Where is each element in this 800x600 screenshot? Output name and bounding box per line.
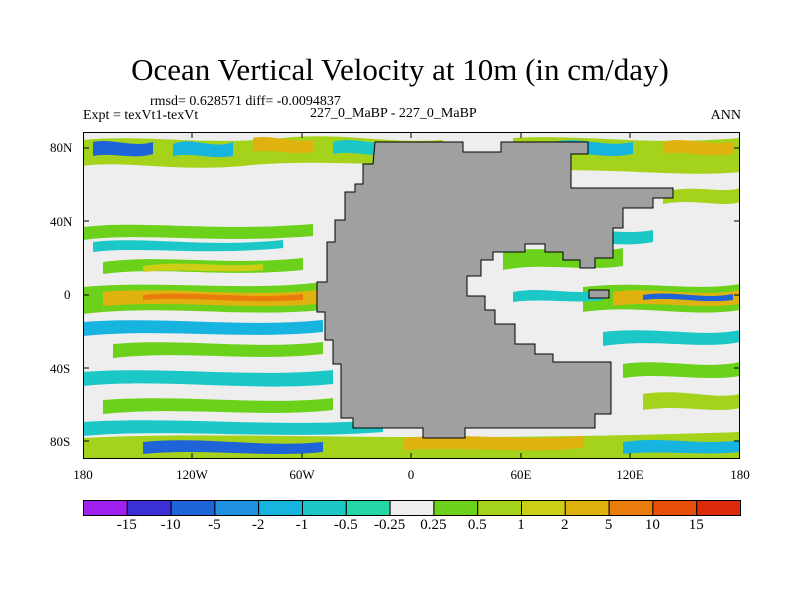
colorbar-swatch	[345, 500, 391, 516]
map-title: Ocean Vertical Velocity at 10m (in cm/da…	[131, 52, 669, 87]
colorbar-swatch	[521, 500, 566, 516]
colorbar-label: -1	[295, 517, 309, 533]
colorbar-label: 5	[604, 517, 613, 533]
colorbar-label: -2	[251, 517, 265, 533]
experiment-label: Expt = texVt1-texVt	[83, 108, 199, 123]
colorbar-swatch	[258, 500, 303, 516]
stats-label: rmsd= 0.628571 diff= -0.0094837	[150, 94, 341, 109]
lat-label: 80N	[50, 140, 73, 155]
colorbar-swatch	[652, 500, 698, 516]
colorbar-label: 0.5	[467, 517, 487, 533]
colorbar-swatch	[389, 500, 435, 516]
map-panel	[83, 132, 740, 459]
colorbar-swatch	[83, 500, 128, 516]
colorbar-swatch	[608, 500, 654, 516]
small-island	[588, 289, 610, 299]
colorbar-label: 15	[688, 517, 704, 533]
case-label: 227_0_MaBP - 227_0_MaBP	[310, 106, 477, 121]
colorbar-label: -10	[160, 517, 181, 533]
colorbar-swatch	[433, 500, 479, 516]
lon-label: 0	[407, 467, 415, 482]
lon-label: 60E	[510, 467, 532, 482]
colorbar-swatch	[302, 500, 347, 516]
colorbar-label: 1	[517, 517, 525, 533]
colorbar-label: 10	[644, 517, 660, 533]
lat-label: 80S	[50, 434, 71, 449]
land-mass	[316, 141, 674, 439]
lat-label: 40S	[50, 361, 71, 376]
colorbar-swatch	[214, 500, 260, 516]
colorbar-swatch	[477, 500, 523, 516]
colorbar-label: -5	[208, 517, 221, 533]
season-label: ANN	[710, 108, 741, 123]
colorbar-swatch	[170, 500, 216, 516]
colorbar-label: 2	[561, 517, 569, 533]
colorbar-label: 0.25	[420, 517, 447, 533]
lon-label: 60W	[289, 467, 315, 482]
colorbar-label: -0.25	[373, 517, 406, 533]
colorbar-swatch	[564, 500, 610, 516]
lon-label: 180	[730, 467, 750, 482]
lon-label: 180	[73, 467, 93, 482]
lat-label: 40N	[50, 214, 73, 229]
colorbar-swatch	[696, 500, 741, 516]
colorbar-label: -15	[116, 517, 137, 533]
lon-label: 120W	[176, 467, 208, 482]
colorbar-label: -0.5	[333, 517, 358, 533]
colorbar	[83, 500, 741, 516]
lat-label: 0	[64, 287, 71, 302]
lon-label: 120E	[616, 467, 644, 482]
colorbar-swatch	[126, 500, 172, 516]
